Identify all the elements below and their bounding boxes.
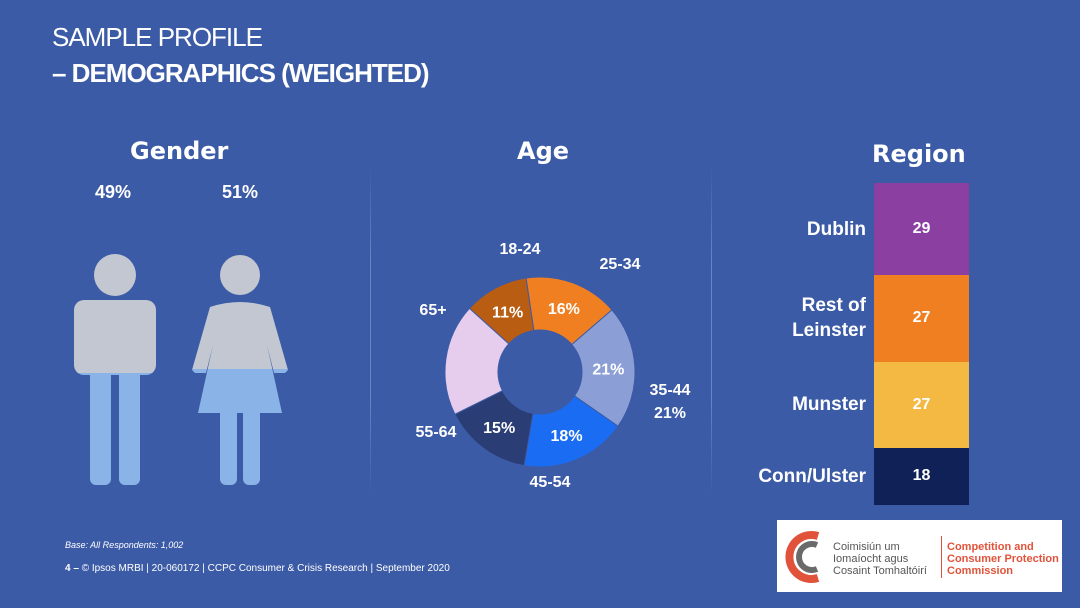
ccpc-logo: Coimisiún um Iomaíocht agus Cosaint Tomh… [777, 520, 1062, 592]
divider-right [711, 165, 712, 495]
age-category-label-45-54: 45-54 [530, 474, 571, 491]
age-value-label-18-24: 11% [492, 305, 523, 322]
region-bar-segment-1: 27 [874, 275, 969, 362]
region-label-1-line-1: Leinster [792, 320, 866, 342]
region-label-3: Conn/Ulster [700, 448, 866, 505]
region-labels: Dublin Rest of Leinster Munster Conn/Ulster [700, 183, 866, 505]
slide-title-line1: SAMPLE PROFILE [52, 22, 263, 52]
gender-female-pct: 51% [222, 182, 259, 202]
slide-title-line2: – DEMOGRAPHICS (WEIGHTED) [52, 58, 430, 88]
gender-male-pct: 49% [95, 182, 132, 202]
region-bar-value-3: 18 [912, 467, 931, 485]
region-bar-value-2: 27 [912, 395, 931, 413]
region-label-2-line-0: Munster [792, 394, 866, 416]
region-bar-segment-2: 27 [874, 361, 969, 448]
logo-english-text: Competition and Consumer Protection Comm… [947, 541, 1059, 577]
page-number: 4 – [65, 563, 79, 574]
region-stacked-bar: 29 27 27 18 [874, 183, 969, 505]
logo-english-line1: Competition and [947, 541, 1034, 553]
logo-irish-line1: Coimisiún um [833, 541, 900, 553]
age-slice-65+ [444, 307, 510, 415]
female-icon [192, 255, 288, 485]
age-category-label-35-44: 35-44 [650, 382, 691, 399]
age-title: Age [517, 137, 570, 165]
age-category-label-65+: 65+ [419, 302, 446, 319]
ccpc-logo-mark [785, 531, 820, 583]
age-slice-45-54 [523, 395, 619, 468]
region-title: Region [872, 140, 966, 168]
age-value-label-35-44: 21% [592, 361, 624, 378]
age-category-label-55-64: 55-64 [416, 424, 457, 441]
footer-text: © Ipsos MRBI | 20-060172 | CCPC Consumer… [81, 563, 450, 574]
age-value-label-25-34: 16% [548, 301, 580, 318]
male-icon [74, 254, 156, 485]
gender-title: Gender [130, 137, 229, 165]
logo-irish-text: Coimisiún um Iomaíocht agus Cosaint Tomh… [833, 541, 927, 577]
age-value-label-65+: 19% [456, 356, 488, 373]
region-bar-segment-3: 18 [874, 447, 969, 505]
gender-pictogram [74, 254, 288, 485]
logo-english-line2: Consumer Protection [947, 553, 1059, 565]
age-value-label-55-64: 15% [483, 420, 515, 437]
region-label-0: Dublin [700, 183, 866, 275]
age-category-label-25-34: 25-34 [600, 256, 641, 273]
divider-left [370, 165, 371, 495]
region-label-0-line-0: Dublin [806, 218, 866, 240]
age-category-label-18-24: 18-24 [500, 241, 541, 258]
region-bar-value-0: 29 [912, 220, 931, 238]
age-donut-chart: 11% 18-24 16% 25-34 21% 35-44 18% 45-54 15% 55-64… [416, 241, 691, 491]
region-label-3-line-0: Conn/Ulster [758, 465, 866, 487]
region-bar-segment-0: 29 [874, 183, 969, 276]
age-slice-35-44 [571, 309, 636, 427]
region-bar-value-1: 27 [912, 309, 931, 327]
region-label-2: Munster [700, 362, 866, 448]
age-value-label-45-54: 18% [551, 428, 583, 445]
logo-irish-line3: Cosaint Tomhaltóirí [833, 565, 927, 577]
footer: 4 – © Ipsos MRBI | 20-060172 | CCPC Cons… [65, 563, 450, 574]
base-note: Base: All Respondents: 1,002 [65, 540, 184, 550]
logo-english-line3: Commission [947, 565, 1014, 577]
region-label-1-line-0: Rest of [801, 295, 866, 317]
region-label-1: Rest of Leinster [700, 275, 866, 361]
age-extra-label-35-44: 21% [654, 405, 686, 422]
logo-irish-line2: Iomaíocht agus [833, 553, 909, 565]
logo-divider [941, 536, 942, 578]
